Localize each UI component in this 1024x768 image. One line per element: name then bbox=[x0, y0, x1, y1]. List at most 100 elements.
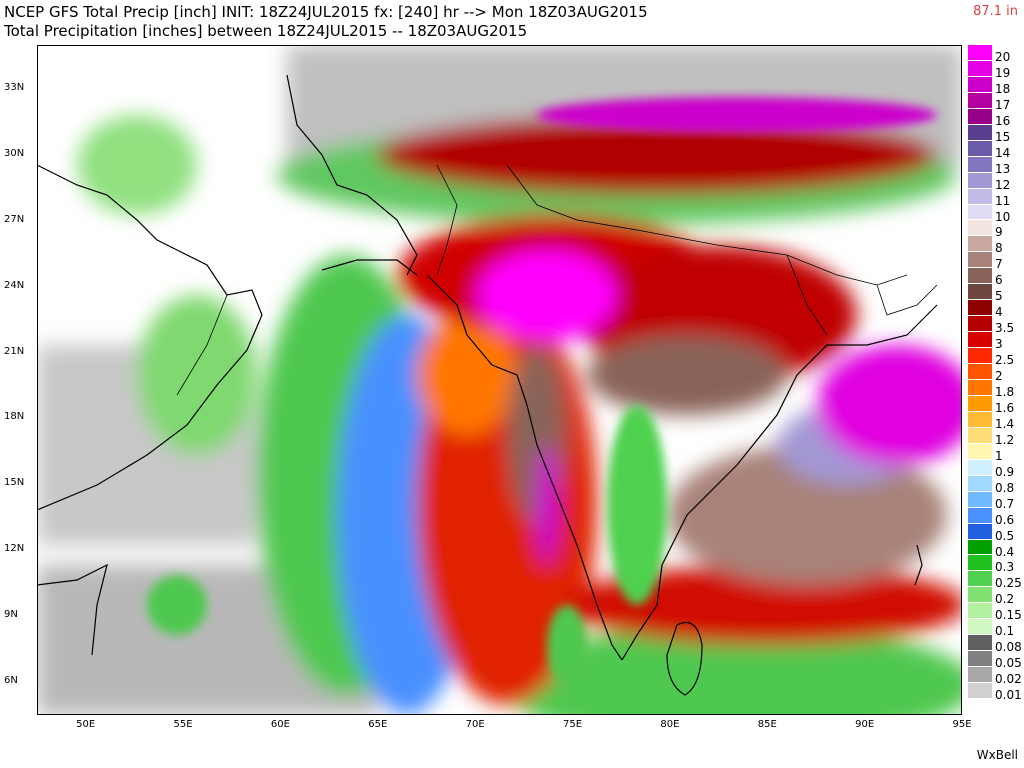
colorbar-swatch bbox=[968, 571, 992, 588]
precip-map bbox=[37, 45, 962, 715]
lon-tick-55E: 55E bbox=[173, 719, 193, 730]
colorbar-swatch bbox=[968, 635, 992, 652]
colorbar-label: 10 bbox=[995, 209, 1011, 224]
colorbar-swatch bbox=[968, 204, 992, 221]
lon-tick-65E: 65E bbox=[368, 719, 388, 730]
max-value-label: 87.1 in bbox=[973, 4, 1018, 19]
colorbar-swatch bbox=[968, 76, 992, 93]
lon-tick-75E: 75E bbox=[562, 719, 583, 730]
colorbar-swatch bbox=[968, 252, 992, 269]
colorbar-label: 0.02 bbox=[995, 672, 1022, 687]
colorbar-label: 0.6 bbox=[995, 512, 1015, 527]
colorbar-swatch bbox=[968, 491, 992, 508]
colorbar-swatch bbox=[968, 427, 992, 444]
colorbar-swatch bbox=[968, 380, 992, 396]
precip-field-broad bbox=[37, 45, 962, 715]
lon-tick-85E: 85E bbox=[757, 719, 777, 730]
colorbar-swatch bbox=[968, 699, 992, 715]
colorbar-swatch bbox=[968, 316, 992, 333]
lat-tick-33N: 33N bbox=[4, 81, 25, 93]
colorbar-label: 4 bbox=[995, 305, 1003, 320]
precip-colorbar: 20 19 18 17 16 15 14 13 12 11 10 9 8 7 6 5 4 3.5 3 2.5 2 1.8 1… bbox=[968, 45, 1022, 715]
colorbar-swatch bbox=[968, 651, 992, 668]
colorbar-swatch bbox=[968, 411, 992, 428]
colorbar-swatch bbox=[968, 459, 992, 476]
colorbar-label: 3 bbox=[995, 337, 1003, 352]
colorbar-swatch bbox=[968, 172, 992, 189]
colorbar-swatch bbox=[968, 555, 992, 572]
colorbar-swatch bbox=[968, 443, 992, 460]
lat-tick-9N: 9N bbox=[4, 609, 18, 621]
colorbar-swatch bbox=[968, 348, 992, 365]
colorbar-label: 7 bbox=[995, 257, 1003, 272]
lon-tick-60E: 60E bbox=[270, 719, 290, 730]
colorbar-label: 0.15 bbox=[995, 608, 1022, 623]
colorbar-label: 11 bbox=[995, 193, 1011, 208]
colorbar-swatch bbox=[968, 92, 992, 109]
colorbar-swatch bbox=[968, 603, 992, 620]
lat-tick-30N: 30N bbox=[4, 147, 25, 159]
colorbar-label: 1.8 bbox=[995, 384, 1015, 399]
colorbar-label: 13 bbox=[995, 161, 1011, 176]
colorbar-swatch bbox=[968, 619, 992, 636]
colorbar-swatch bbox=[968, 236, 992, 253]
colorbar-label: 2 bbox=[995, 369, 1003, 384]
coastlines bbox=[37, 74, 938, 696]
colorbar-label: 0.01 bbox=[995, 688, 1022, 703]
colorbar-label: 0.5 bbox=[995, 528, 1015, 543]
lon-tick-90E: 90E bbox=[855, 719, 875, 730]
colorbar-label: 20 bbox=[995, 49, 1011, 64]
lat-tick-27N: 27N bbox=[4, 213, 25, 225]
colorbar-label: 15 bbox=[995, 129, 1011, 144]
lat-tick-12N: 12N bbox=[4, 543, 25, 555]
colorbar-label: 1.4 bbox=[995, 416, 1015, 431]
colorbar-label: 0.9 bbox=[995, 464, 1015, 479]
colorbar-swatch bbox=[968, 220, 992, 237]
colorbar-swatch bbox=[968, 188, 992, 205]
colorbar-swatch bbox=[968, 667, 992, 684]
colorbar-swatch bbox=[968, 268, 992, 285]
colorbar-label: 0.7 bbox=[995, 496, 1015, 511]
lat-tick-24N: 24N bbox=[4, 279, 25, 291]
colorbar-label: 1.2 bbox=[995, 432, 1015, 447]
colorbar-label: 16 bbox=[995, 113, 1011, 128]
colorbar-label: 14 bbox=[995, 145, 1011, 160]
colorbar-label: 0.3 bbox=[995, 560, 1015, 575]
colorbar-swatch bbox=[968, 539, 992, 556]
colorbar-label: 0.2 bbox=[995, 592, 1015, 607]
colorbar-label: 8 bbox=[995, 241, 1003, 256]
colorbar-label: 0.08 bbox=[995, 640, 1022, 655]
colorbar-label: 0.25 bbox=[995, 576, 1022, 591]
colorbar-label: 19 bbox=[995, 65, 1011, 80]
colorbar-swatch bbox=[968, 108, 992, 125]
colorbar-label: 6 bbox=[995, 273, 1003, 288]
colorbar-label: 1.6 bbox=[995, 400, 1015, 415]
precip-field-detail bbox=[147, 97, 937, 685]
colorbar-label: 9 bbox=[995, 225, 1003, 240]
colorbar-swatch bbox=[968, 300, 992, 317]
borders bbox=[176, 164, 938, 396]
colorbar-label: 2.5 bbox=[995, 353, 1015, 368]
colorbar-swatch bbox=[968, 523, 992, 540]
colorbar-swatch bbox=[968, 284, 992, 301]
colorbar-label: 5 bbox=[995, 289, 1003, 304]
colorbar-swatch bbox=[968, 124, 992, 141]
lon-tick-70E: 70E bbox=[465, 719, 485, 730]
lat-tick-6N: 6N bbox=[4, 675, 18, 687]
lat-tick-21N: 21N bbox=[4, 345, 25, 357]
colorbar-swatch bbox=[968, 683, 992, 700]
colorbar-label: 17 bbox=[995, 97, 1011, 112]
wxbell-brand: WxBell bbox=[976, 748, 1018, 762]
colorbar-swatch bbox=[968, 60, 992, 77]
colorbar-swatch bbox=[968, 587, 992, 604]
colorbar-swatch bbox=[968, 156, 992, 173]
colorbar-label: 0.1 bbox=[995, 624, 1015, 639]
colorbar-label: 3.5 bbox=[995, 321, 1015, 336]
colorbar-label: 18 bbox=[995, 81, 1011, 96]
colorbar-label: 12 bbox=[995, 177, 1011, 192]
colorbar-label: 0.8 bbox=[995, 480, 1015, 495]
colorbar-swatch bbox=[968, 332, 992, 349]
colorbar-label: 0.05 bbox=[995, 656, 1022, 671]
colorbar-swatch bbox=[968, 507, 992, 524]
chart-title-line1: NCEP GFS Total Precip [inch] INIT: 18Z24… bbox=[4, 3, 648, 21]
